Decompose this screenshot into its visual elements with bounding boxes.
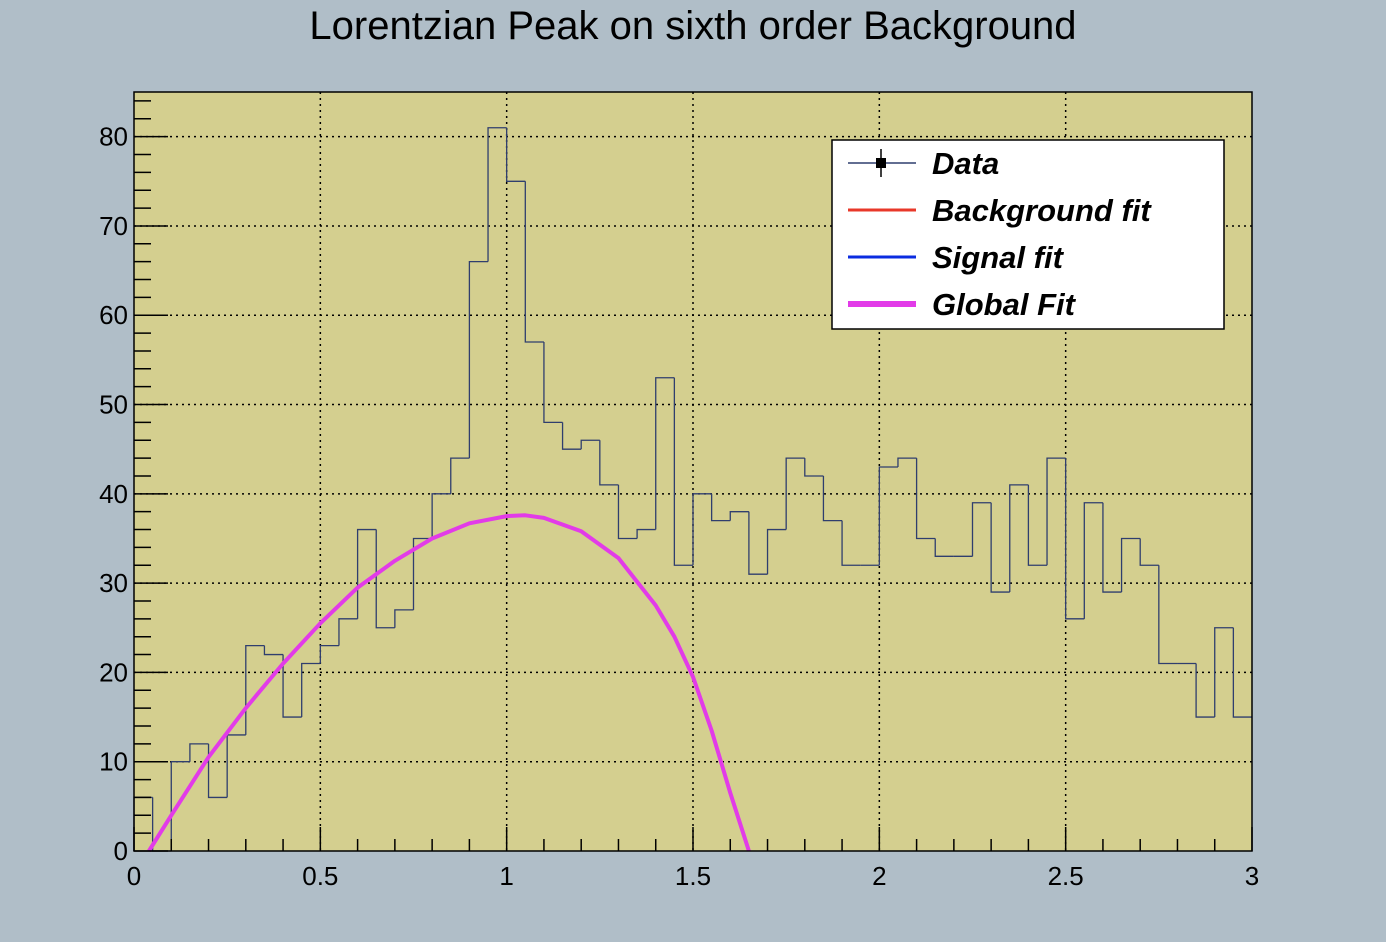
histogram-bin (506, 127, 526, 182)
histogram-bin (189, 743, 209, 762)
legend-label: Background fit (932, 193, 1152, 228)
y-tick-label: 60 (99, 300, 128, 330)
y-tick-label: 10 (99, 747, 128, 777)
histogram-bin (412, 537, 433, 610)
histogram-bin (450, 457, 470, 494)
legend-entry: Global Fit (848, 287, 1077, 322)
histogram-bin (1102, 502, 1122, 593)
histogram-bin (729, 511, 749, 521)
histogram-bin (1139, 538, 1159, 566)
global-fit-curve (147, 513, 751, 853)
histogram-bin (1214, 627, 1234, 718)
x-tick-label: 2.5 (1048, 861, 1084, 891)
histogram-bin (431, 493, 451, 539)
histogram-bin (655, 377, 675, 530)
legend-entry: Data (848, 146, 999, 181)
y-tick-label: 40 (99, 479, 128, 509)
legend-label: Global Fit (932, 287, 1077, 322)
histogram-bin (1027, 484, 1048, 566)
legend-entry: Signal fit (848, 240, 1065, 275)
histogram-bin (990, 502, 1010, 593)
histogram-bin (1195, 663, 1215, 718)
x-tick-label: 3 (1245, 861, 1259, 891)
histogram-bin (915, 458, 936, 540)
histogram-bin (468, 261, 489, 459)
histogram-bin (524, 181, 544, 343)
histogram-bin (580, 439, 600, 450)
histogram-bin (673, 377, 693, 566)
histogram-bin (1009, 484, 1029, 593)
histogram-bin (636, 528, 656, 539)
histogram-bin (1158, 565, 1178, 665)
x-tick-label: 0 (127, 861, 141, 891)
histogram-bin (561, 422, 582, 450)
legend-data-marker (876, 158, 886, 168)
histogram-bin (822, 475, 843, 522)
x-tick-label: 1.5 (675, 861, 711, 891)
histogram-bin (766, 528, 787, 575)
histogram-bin (319, 644, 339, 664)
histogram-bin (487, 127, 507, 262)
x-tick-label: 1 (499, 861, 513, 891)
chart-title: Lorentzian Peak on sixth order Backgroun… (309, 4, 1077, 48)
histogram-bin (1065, 458, 1085, 620)
histogram-bin (170, 761, 190, 851)
histogram-bin (543, 342, 563, 424)
legend-entry: Background fit (848, 193, 1152, 228)
y-tick-label: 50 (99, 390, 128, 420)
y-tick-label: 80 (99, 122, 128, 152)
y-tick-label: 70 (99, 211, 128, 241)
histogram-bin (710, 493, 731, 522)
y-tick-label: 0 (114, 836, 128, 866)
histogram-bin (692, 493, 712, 566)
legend: Data Background fit Signal fit Global Fit (831, 139, 1225, 330)
histogram-bin (617, 484, 638, 540)
x-tick-label: 2 (872, 861, 886, 891)
histogram-bin (375, 529, 395, 629)
histogram-bin (301, 662, 321, 718)
x-tick-label: 0.5 (302, 861, 338, 891)
histogram-bin (338, 618, 358, 646)
histogram-bin (878, 466, 898, 566)
histogram-bin (1232, 627, 1252, 718)
histogram-bin (1046, 457, 1066, 566)
histogram-bin (282, 654, 302, 718)
histogram-bin (971, 502, 992, 557)
histogram-bin (748, 511, 768, 575)
y-tick-label: 20 (99, 657, 128, 687)
legend-box (831, 139, 1225, 330)
histogram-bin (804, 458, 824, 477)
histogram-bin (599, 440, 619, 486)
histogram-bin (934, 538, 954, 557)
y-tick-label: 30 (99, 568, 128, 598)
histogram-bin (1083, 502, 1103, 619)
legend-label: Data (932, 146, 999, 181)
histogram-bin (207, 743, 228, 799)
histogram-bin (1120, 537, 1141, 593)
histogram-bin (263, 645, 284, 656)
histogram-bin (785, 457, 805, 530)
histogram-bin (897, 457, 917, 468)
histogram-bin (394, 609, 414, 628)
histogram-bin (841, 520, 861, 566)
legend-label: Signal fit (932, 240, 1065, 275)
